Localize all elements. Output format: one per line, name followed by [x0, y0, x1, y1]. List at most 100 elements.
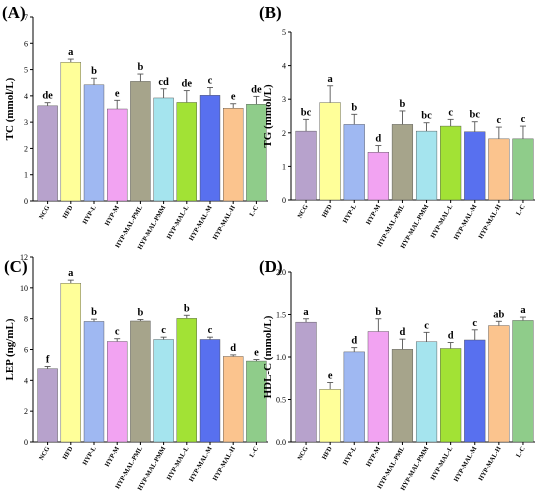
bar-hyp-l	[83, 84, 105, 202]
bar-ncg	[37, 368, 58, 443]
y-axis-label: TC (mmol/L)	[4, 77, 16, 140]
y-tick-label: 6	[24, 346, 28, 355]
bar-hyp-mal-pml	[130, 81, 151, 202]
x-tick-label: HFD	[62, 204, 75, 220]
x-tick-label: HYP-M	[365, 204, 382, 227]
y-tick-label: 1	[24, 171, 28, 180]
bar-hyp-mal-l	[176, 102, 197, 202]
bar-hyp-mal-m	[199, 95, 221, 202]
significance-label: b	[91, 307, 97, 318]
significance-label: b	[91, 66, 97, 77]
significance-label: de	[251, 84, 262, 95]
x-tick-label: HYP-MAL-M	[453, 204, 479, 242]
x-tick-label: HYP-MAL-M	[453, 446, 479, 484]
y-tick-label: 0	[24, 197, 28, 206]
x-tick-label: HFD	[321, 203, 334, 219]
x-tick-label: HYP-L	[342, 445, 359, 467]
x-tick-label: HYP-M	[104, 446, 121, 469]
significance-label: d	[400, 327, 406, 338]
y-tick-label: 3	[24, 118, 28, 127]
significance-label: bc	[421, 111, 432, 122]
y-tick-label: 2.0	[276, 268, 286, 277]
y-tick-label: 6	[24, 39, 28, 48]
x-tick-label: HYP-M	[104, 205, 121, 228]
bar-hfd	[319, 389, 341, 443]
bar-hyp-mal-pmm	[415, 341, 438, 443]
significance-label: bc	[301, 107, 312, 118]
significance-label: a	[303, 307, 309, 318]
x-tick-label: HYP-MAL-L	[430, 203, 455, 240]
significance-label: e	[115, 88, 120, 99]
significance-label: e	[328, 371, 333, 382]
y-tick-label: 0.0	[276, 438, 286, 447]
bar-hyp-mal-m	[464, 339, 486, 443]
significance-label: a	[520, 305, 526, 316]
bar-hyp-mal-pml	[391, 349, 414, 443]
significance-label: c	[208, 75, 213, 86]
x-tick-label: L-C	[515, 445, 527, 458]
significance-label: ab	[493, 309, 504, 320]
y-tick-label: 1.0	[276, 353, 286, 362]
significance-label: b	[351, 102, 357, 113]
significance-label: c	[472, 318, 477, 329]
x-tick-label: HYP-MAL-L	[430, 445, 455, 482]
significance-label: d	[351, 336, 357, 347]
bar-ncg	[37, 105, 58, 202]
panel-label: (B)	[259, 3, 282, 22]
chart-panel-2: (B)TG (mmol/L)012345bcNCGaHFDbHYP-LdHYP-…	[259, 3, 535, 250]
y-axis-label: TG (mmol/L)	[262, 84, 274, 148]
bar-l-c	[512, 138, 534, 201]
significance-label: c	[161, 325, 166, 336]
x-tick-label: HYP-MAL-L	[166, 445, 191, 482]
bar-hyp-mal-pml	[130, 320, 151, 443]
bar-hyp-mal-h	[223, 356, 244, 443]
significance-label: c	[115, 327, 120, 338]
bar-hyp-mal-l	[440, 348, 462, 443]
x-tick-label: L-C	[248, 204, 260, 217]
y-tick-label: 2	[282, 129, 286, 138]
chart-panel-3: (C) LEP (ng/mL) 0 2 4 6 8 10 12 f NCG a HFD b HYP-L c HY…	[4, 253, 268, 492]
significance-label: a	[328, 74, 334, 85]
x-tick-label: NCG	[38, 446, 51, 462]
y-tick-label: 0	[282, 196, 286, 205]
bar-hyp-mal-pml	[391, 124, 414, 201]
bar-hyp-mal-pmm	[153, 97, 174, 202]
x-tick-label: HFD	[62, 445, 75, 461]
bar-ncg	[295, 130, 317, 201]
significance-label: bc	[470, 110, 481, 121]
chart-panel-4: (D) HDL-C (mmol/L) 0.0 0.5 1.0 1.5 2.0 a NCG e HFD…	[259, 257, 535, 492]
bar-hyp-mal-m	[199, 339, 221, 443]
bar-hyp-l	[83, 321, 105, 443]
significance-label: e	[231, 92, 236, 103]
significance-label: f	[46, 354, 50, 365]
panel-label: (A)	[2, 3, 26, 22]
bar-hyp-mal-h	[223, 108, 244, 202]
bar-hyp-mal-pmm	[415, 130, 438, 201]
x-tick-label: HYP-MAL-H	[212, 205, 237, 242]
significance-label: de	[42, 91, 53, 102]
y-axis-label: HDL-C (mmol/L)	[262, 315, 274, 398]
x-tick-label: HYP-MAL-L	[166, 204, 191, 241]
significance-label: b	[375, 307, 381, 318]
y-tick-label: 12	[20, 253, 28, 262]
x-tick-label: HYP-MAL-M	[188, 446, 214, 484]
x-tick-label: NCG	[38, 205, 51, 221]
y-tick-label: 10	[20, 284, 28, 293]
significance-label: a	[68, 47, 74, 58]
x-tick-label: NCG	[296, 446, 309, 462]
x-tick-label: L-C	[248, 445, 260, 458]
significance-label: c	[497, 115, 502, 126]
significance-label: e	[254, 348, 259, 359]
bar-hyp-mal-m	[464, 131, 486, 201]
significance-label: d	[230, 343, 236, 354]
y-tick-label: 5	[282, 28, 286, 37]
y-tick-label: 1	[282, 162, 286, 171]
x-tick-label: HFD	[321, 445, 334, 461]
panel-label: (C)	[4, 257, 28, 276]
x-tick-label: NCG	[296, 204, 309, 220]
bar-hfd	[60, 62, 81, 202]
y-tick-label: 0	[24, 438, 28, 447]
significance-label: d	[375, 134, 381, 145]
bar-hyp-l	[343, 351, 365, 443]
y-tick-label: 3	[282, 95, 286, 104]
